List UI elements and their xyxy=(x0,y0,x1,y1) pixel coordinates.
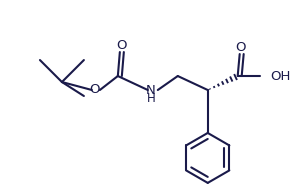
Text: N: N xyxy=(146,83,156,96)
Text: O: O xyxy=(117,39,127,52)
Text: O: O xyxy=(235,40,246,53)
Text: H: H xyxy=(147,92,155,105)
Text: O: O xyxy=(90,83,100,96)
Text: OH: OH xyxy=(271,70,291,83)
